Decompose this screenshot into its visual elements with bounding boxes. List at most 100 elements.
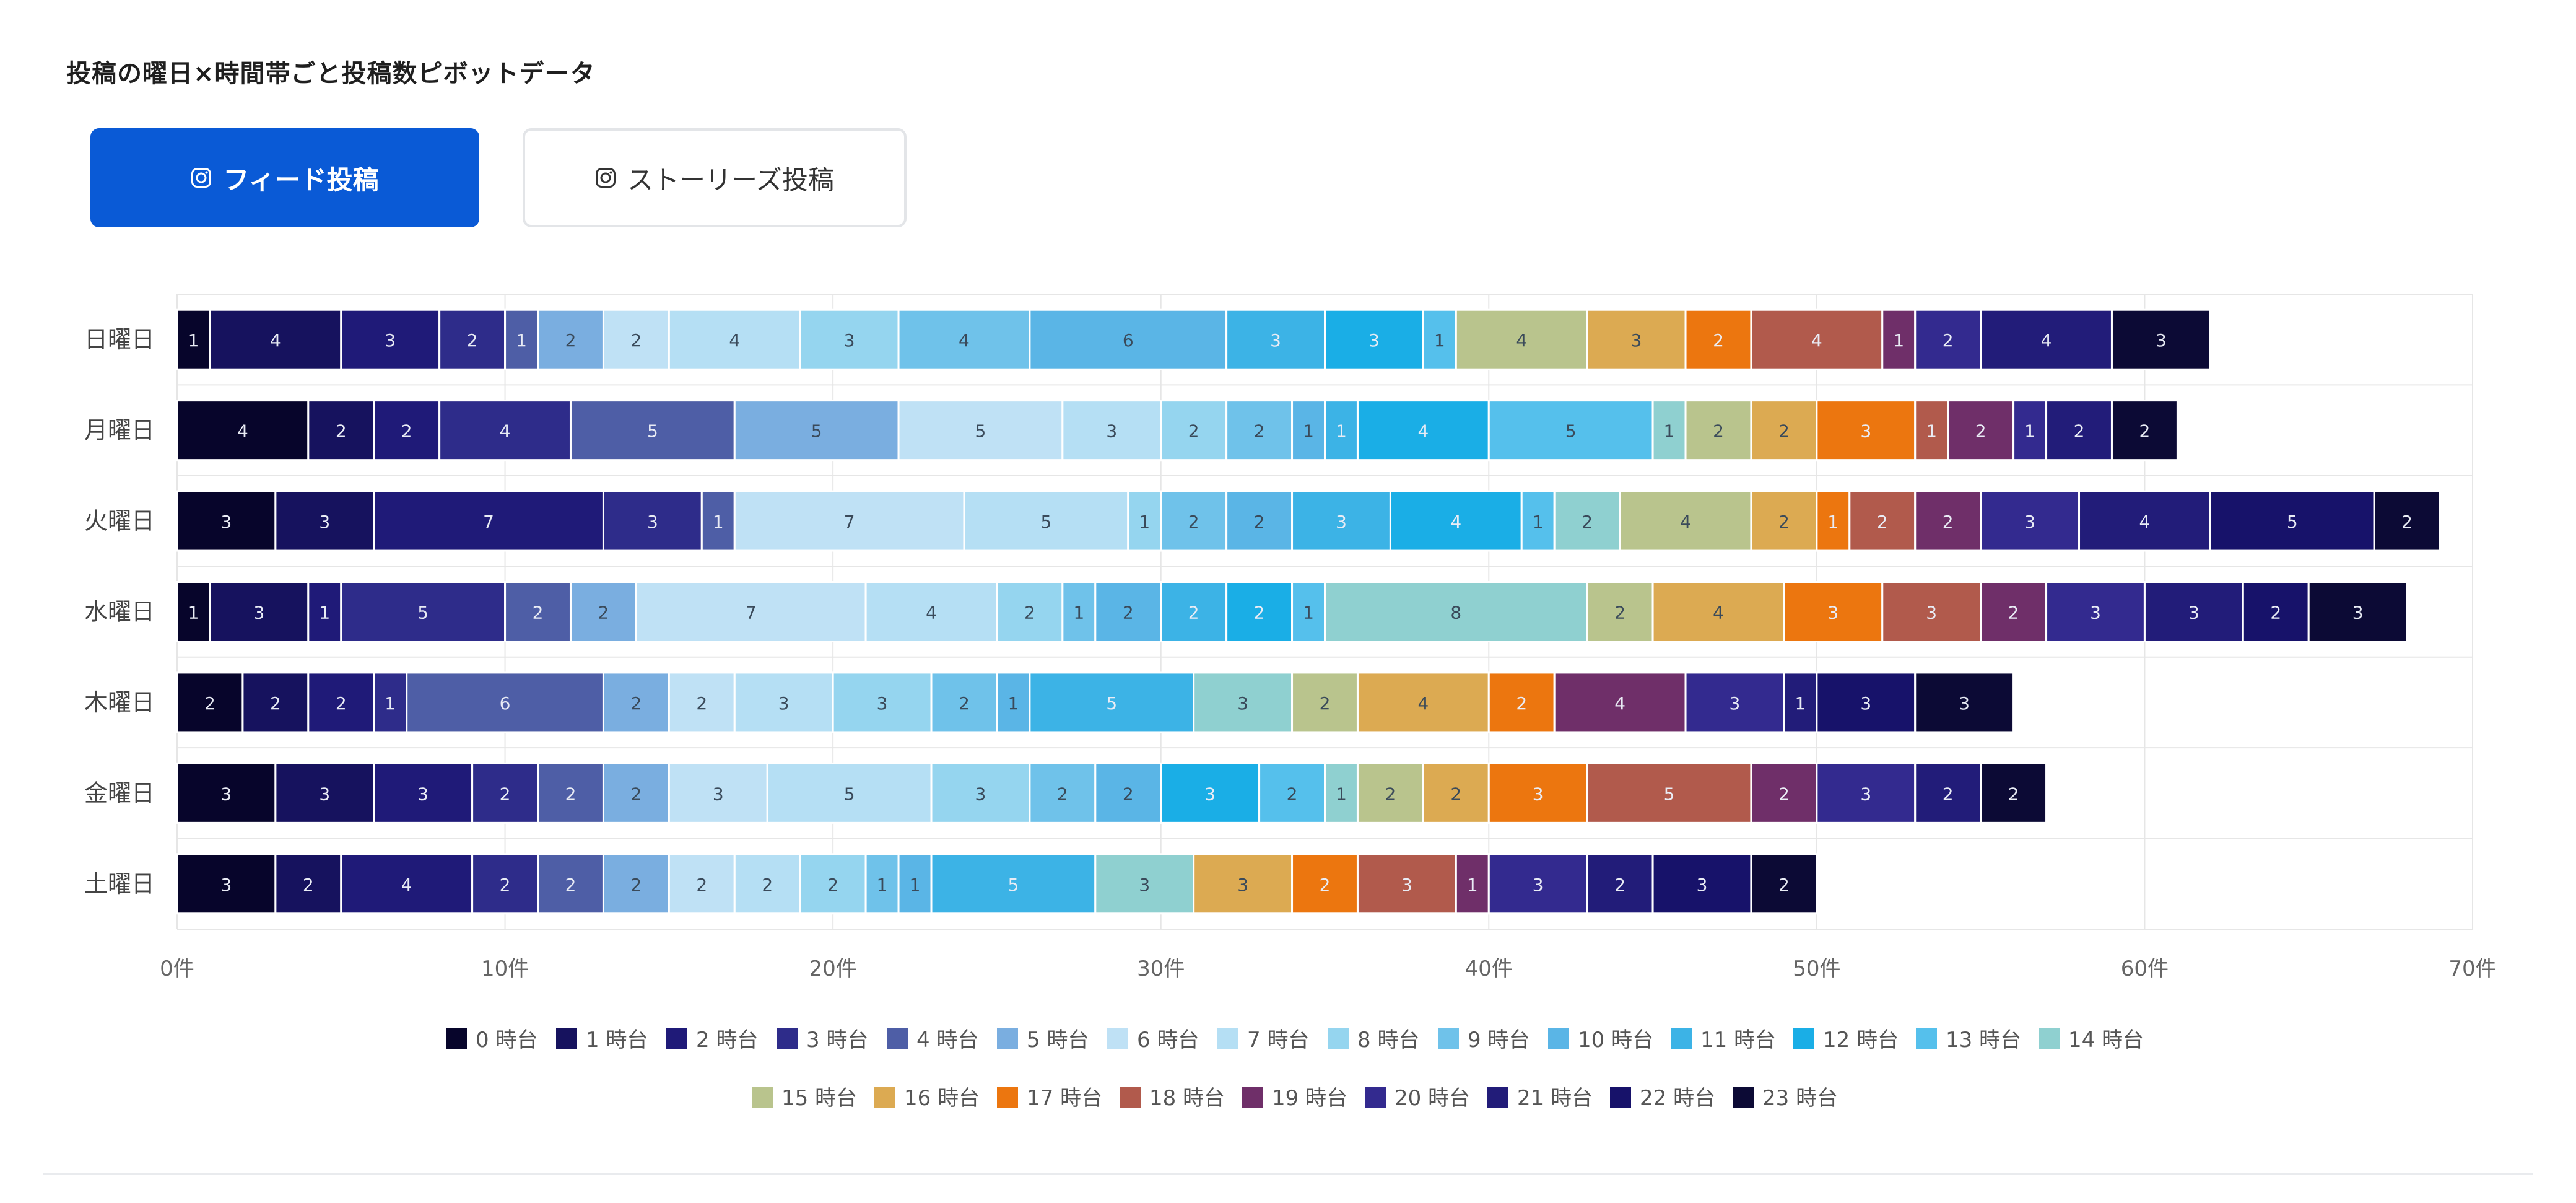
bar-segment bbox=[2110, 400, 2178, 462]
data-label: 2 bbox=[565, 784, 577, 804]
data-label: 4 bbox=[926, 603, 937, 623]
bar-segment bbox=[1061, 400, 1162, 462]
bar-segment bbox=[1651, 400, 1687, 462]
data-label: 4 bbox=[1417, 421, 1429, 442]
legend-label: 1 時台 bbox=[586, 1028, 648, 1052]
data-label: 3 bbox=[1860, 784, 1871, 804]
data-label: 2 bbox=[1778, 875, 1790, 895]
data-label: 4 bbox=[500, 421, 511, 442]
data-label: 2 bbox=[1024, 603, 1035, 623]
legend-swatch bbox=[752, 1087, 773, 1108]
data-label: 4 bbox=[959, 330, 970, 351]
bar-segment bbox=[668, 671, 736, 733]
data-label: 2 bbox=[762, 875, 773, 895]
data-label: 3 bbox=[1106, 421, 1117, 442]
bar-segment bbox=[176, 671, 244, 733]
data-label: 2 bbox=[1516, 693, 1527, 714]
data-label: 3 bbox=[2352, 603, 2364, 623]
data-label: 2 bbox=[533, 603, 544, 623]
bar-segment bbox=[209, 581, 310, 642]
bar-segment bbox=[1160, 400, 1228, 462]
data-label: 4 bbox=[1614, 693, 1625, 714]
legend-label: 15 時台 bbox=[781, 1086, 857, 1111]
legend-label: 14 時台 bbox=[2068, 1028, 2144, 1052]
tab-stories-posts[interactable]: ストーリーズ投稿 bbox=[523, 128, 907, 227]
bar-segment bbox=[897, 400, 1064, 462]
data-label: 1 bbox=[1827, 512, 1838, 532]
data-label: 2 bbox=[2074, 421, 2085, 442]
bar-segment bbox=[2012, 400, 2048, 462]
data-label: 3 bbox=[1827, 603, 1838, 623]
data-label: 3 bbox=[975, 784, 986, 804]
bar-segment bbox=[2045, 400, 2113, 462]
bar-segment bbox=[1914, 671, 2015, 733]
category-label: 土曜日 bbox=[84, 870, 155, 898]
data-label: 5 bbox=[1565, 421, 1577, 442]
bar-segment bbox=[1225, 490, 1294, 552]
tab-feed-posts[interactable]: フィード投稿 bbox=[90, 128, 479, 227]
category-label: 火曜日 bbox=[84, 507, 155, 535]
bar-segment bbox=[1061, 581, 1097, 642]
bar-segment bbox=[897, 853, 933, 915]
data-label: 2 bbox=[401, 421, 412, 442]
legend-label: 11 時台 bbox=[1700, 1028, 1776, 1052]
legend-swatch bbox=[666, 1028, 687, 1049]
bar-segment bbox=[1422, 762, 1490, 824]
data-label: 2 bbox=[598, 603, 609, 623]
data-label: 5 bbox=[2287, 512, 2298, 532]
bar-segment bbox=[996, 671, 1031, 733]
bar-segment bbox=[176, 581, 211, 642]
data-label: 2 bbox=[303, 875, 314, 895]
x-tick-label: 60件 bbox=[2121, 956, 2169, 981]
bar-segment bbox=[766, 762, 933, 824]
bar-segment bbox=[1914, 762, 1982, 824]
data-label: 1 bbox=[1073, 603, 1084, 623]
bar-segment bbox=[274, 762, 375, 824]
data-label: 2 bbox=[1614, 603, 1625, 623]
bar-segment bbox=[1684, 308, 1752, 370]
bar-segment bbox=[1094, 581, 1162, 642]
data-label: 3 bbox=[1139, 875, 1150, 895]
legend-label: 18 時台 bbox=[1149, 1086, 1225, 1111]
data-label: 5 bbox=[417, 603, 429, 623]
bar-segment bbox=[504, 308, 539, 370]
data-label: 2 bbox=[1254, 603, 1265, 623]
data-label: 7 bbox=[483, 512, 494, 532]
data-label: 2 bbox=[630, 784, 642, 804]
legend-label: 8 時台 bbox=[1357, 1028, 1419, 1052]
data-label: 3 bbox=[1336, 512, 1347, 532]
bar-segment bbox=[438, 400, 572, 462]
data-label: 3 bbox=[221, 784, 232, 804]
bar-segment bbox=[340, 581, 507, 642]
bar-segment bbox=[1324, 581, 1588, 642]
data-label: 1 bbox=[1336, 784, 1347, 804]
data-label: 2 bbox=[500, 875, 511, 895]
data-label: 3 bbox=[1533, 875, 1544, 895]
legend-swatch bbox=[887, 1028, 908, 1049]
bar-segment bbox=[1324, 762, 1359, 824]
data-label: 3 bbox=[2156, 330, 2167, 351]
data-label: 3 bbox=[1237, 693, 1248, 714]
data-label: 2 bbox=[1057, 784, 1068, 804]
data-label: 2 bbox=[1778, 512, 1790, 532]
bar-segment bbox=[1783, 671, 1818, 733]
data-label: 3 bbox=[1270, 330, 1281, 351]
bar-segment bbox=[1684, 671, 1785, 733]
data-label: 3 bbox=[385, 330, 396, 351]
data-label: 2 bbox=[336, 421, 347, 442]
data-label: 4 bbox=[270, 330, 281, 351]
data-label: 3 bbox=[1401, 875, 1412, 895]
legend-label: 10 時台 bbox=[1578, 1028, 1653, 1052]
legend-label: 4 時台 bbox=[916, 1028, 978, 1052]
bar-segment bbox=[209, 308, 342, 370]
data-label: 6 bbox=[500, 693, 511, 714]
bar-segment bbox=[537, 308, 604, 370]
bar-segment bbox=[2242, 581, 2310, 642]
data-label: 1 bbox=[1893, 330, 1904, 351]
data-label: 1 bbox=[1926, 421, 1937, 442]
legend-swatch bbox=[1793, 1028, 1814, 1049]
legend-swatch bbox=[1733, 1087, 1754, 1108]
data-label: 1 bbox=[2024, 421, 2035, 442]
data-label: 3 bbox=[253, 603, 264, 623]
